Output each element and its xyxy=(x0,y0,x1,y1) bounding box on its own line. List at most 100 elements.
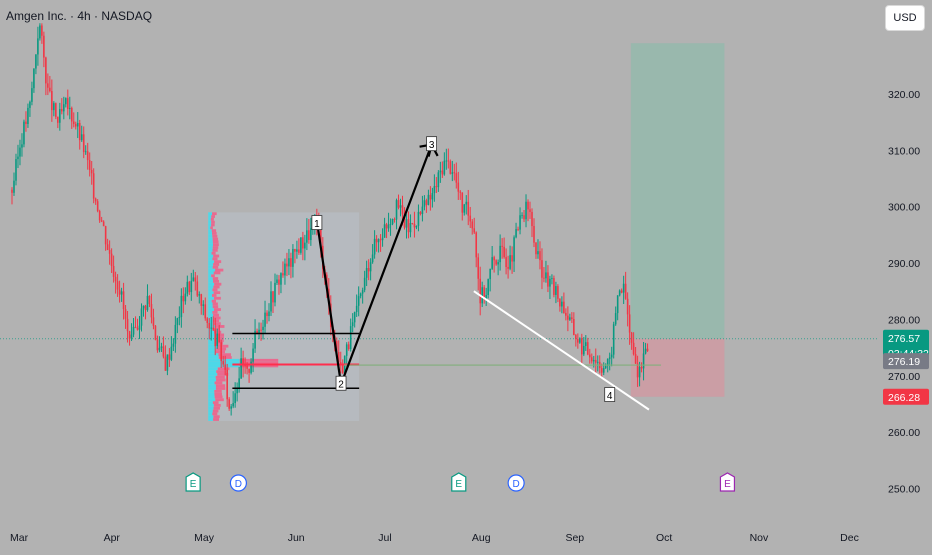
volume-profile-bar-up xyxy=(208,389,215,393)
candle-body xyxy=(94,198,97,202)
candle-body xyxy=(11,189,13,193)
candle-body xyxy=(614,313,617,325)
candle-body xyxy=(401,205,404,215)
volume-profile-bar-up xyxy=(208,395,215,399)
candle-body xyxy=(365,268,368,278)
candle-body xyxy=(359,293,362,297)
candle-body xyxy=(501,245,503,247)
volume-profile-bar-down xyxy=(213,296,221,300)
earnings-event-marker[interactable]: E xyxy=(451,472,467,492)
candle-body xyxy=(112,265,115,277)
candle-body xyxy=(465,201,468,205)
volume-profile-bar-down xyxy=(212,401,219,404)
candle-body xyxy=(282,273,284,276)
candle-body xyxy=(136,327,139,330)
candle-body xyxy=(142,305,145,309)
candle-body xyxy=(206,318,209,323)
candle-body xyxy=(445,160,448,162)
candle-body xyxy=(114,276,117,282)
volume-profile-bar-up xyxy=(208,248,213,252)
volume-profile-bar-up xyxy=(208,403,214,407)
candle-body xyxy=(583,345,585,355)
candle-body xyxy=(230,406,232,409)
volume-profile-bar-up xyxy=(208,333,216,337)
volume-profile-bar-up xyxy=(208,288,213,292)
candle-body xyxy=(17,156,19,160)
volume-profile-bar-down xyxy=(211,220,215,224)
volume-profile-bar-down xyxy=(212,232,217,235)
candle-body xyxy=(409,223,412,233)
volume-profile-bar-up xyxy=(208,406,214,410)
candle-body xyxy=(483,287,485,300)
candle-body xyxy=(477,257,480,279)
candle-body xyxy=(461,192,464,213)
volume-profile-bar-down xyxy=(217,372,229,376)
candle-body xyxy=(184,293,187,302)
candle-body xyxy=(385,224,388,229)
candle-body xyxy=(158,347,161,351)
x-axis-tick-label: Jul xyxy=(378,532,391,544)
volume-profile-bar-down xyxy=(216,370,227,373)
volume-profile-bar-up xyxy=(208,372,218,376)
candle-body xyxy=(100,220,103,222)
candle-body xyxy=(371,254,374,263)
candle-body xyxy=(23,121,25,145)
candle-body xyxy=(399,205,402,208)
candle-body xyxy=(276,279,278,283)
wave-label-text: 4 xyxy=(607,391,613,402)
volume-profile-bar-down xyxy=(214,341,224,345)
volume-profile-bar-down xyxy=(212,305,219,309)
dividend-event-marker[interactable]: D xyxy=(229,474,248,492)
candle-body xyxy=(84,151,87,153)
candle-body xyxy=(455,173,458,183)
volume-profile-bar-up xyxy=(208,243,213,247)
event-marker-shape xyxy=(507,474,525,492)
y-axis-tick-label: 250.00 xyxy=(888,484,920,496)
candle-body xyxy=(646,348,649,351)
x-axis-tick-label: Nov xyxy=(750,532,769,544)
volume-profile-bar-down xyxy=(213,403,221,407)
candle-body xyxy=(349,326,352,350)
volume-profile-bar-up xyxy=(208,212,213,216)
currency-button[interactable]: USD xyxy=(885,5,925,31)
candle-body xyxy=(608,357,611,359)
candle-body xyxy=(174,324,177,344)
volume-profile-bar-down xyxy=(211,229,217,233)
wave-label-text: 2 xyxy=(338,380,344,391)
candle-body xyxy=(575,335,577,340)
candle-body xyxy=(13,180,15,193)
y-axis-tick-label: 260.00 xyxy=(888,427,920,439)
candle-body xyxy=(443,160,446,175)
candle-body xyxy=(196,281,199,296)
candle-body xyxy=(222,361,224,365)
candle-body xyxy=(278,279,280,285)
earnings-event-marker[interactable]: E xyxy=(185,472,201,492)
candle-body xyxy=(419,211,422,214)
candle-body xyxy=(584,342,587,346)
candle-body xyxy=(248,368,250,373)
candle-body xyxy=(533,226,535,243)
candle-body xyxy=(521,215,523,217)
candle-body xyxy=(335,341,338,352)
candle-body xyxy=(68,107,71,110)
candle-body xyxy=(638,367,641,378)
candle-body xyxy=(138,325,141,330)
candle-body xyxy=(280,273,282,285)
candle-body xyxy=(86,151,89,161)
candle-body xyxy=(82,134,85,153)
candle-body xyxy=(192,277,195,281)
earnings-event-marker[interactable]: E xyxy=(719,472,736,492)
volume-profile-bar-down xyxy=(215,350,225,354)
candle-body xyxy=(234,393,236,404)
candle-body xyxy=(421,206,424,214)
candle-body xyxy=(357,296,360,306)
candle-body xyxy=(264,312,266,327)
dividend-event-marker[interactable]: D xyxy=(507,474,525,492)
price-tag xyxy=(883,388,929,405)
candle-body xyxy=(190,280,193,293)
volume-profile-bar-down xyxy=(213,406,220,410)
candle-body xyxy=(188,281,191,293)
wave-label-text: 3 xyxy=(429,140,435,151)
volume-profile-bar-down xyxy=(213,418,219,421)
